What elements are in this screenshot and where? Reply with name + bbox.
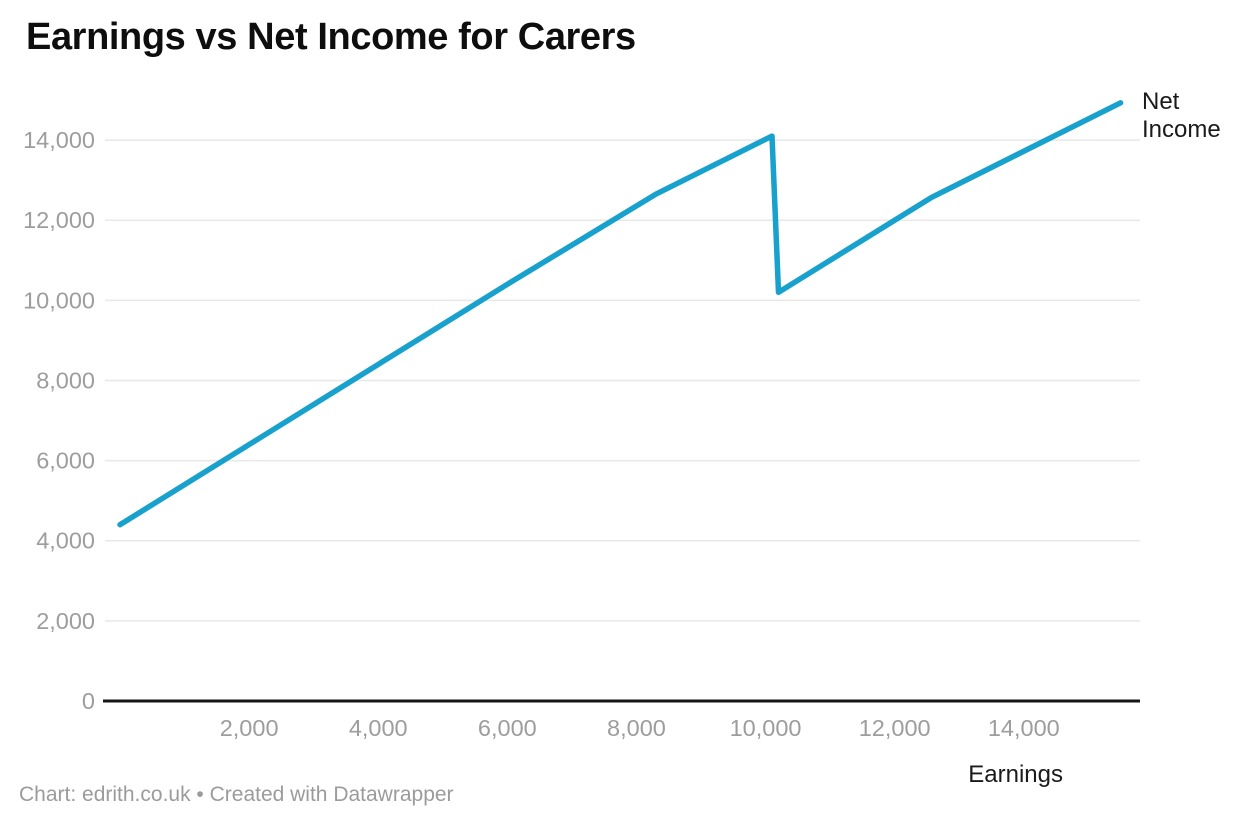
- series-label: Net Income: [1142, 88, 1221, 143]
- x-tick-label: 6,000: [478, 715, 537, 741]
- chart-attribution: Chart: edrith.co.uk • Created with Dataw…: [19, 783, 454, 806]
- x-tick-label: 4,000: [349, 715, 408, 741]
- y-tick-label: 6,000: [36, 448, 95, 474]
- x-tick-label: 14,000: [988, 715, 1060, 741]
- x-tick-label: 2,000: [220, 715, 279, 741]
- x-axis-title: Earnings: [968, 761, 1063, 788]
- x-tick-label: 12,000: [859, 715, 931, 741]
- y-tick-label: 4,000: [36, 528, 95, 554]
- x-tick-label: 10,000: [730, 715, 802, 741]
- x-tick-label: 8,000: [607, 715, 666, 741]
- chart-title: Earnings vs Net Income for Carers: [26, 16, 636, 58]
- y-tick-label: 12,000: [23, 207, 95, 233]
- y-tick-label: 14,000: [23, 127, 95, 153]
- y-tick-label: 8,000: [36, 367, 95, 393]
- net-income-line: [117, 100, 1124, 528]
- y-tick-label: 10,000: [23, 287, 95, 313]
- y-tick-label: 2,000: [36, 608, 95, 634]
- y-tick-label: 0: [82, 688, 95, 714]
